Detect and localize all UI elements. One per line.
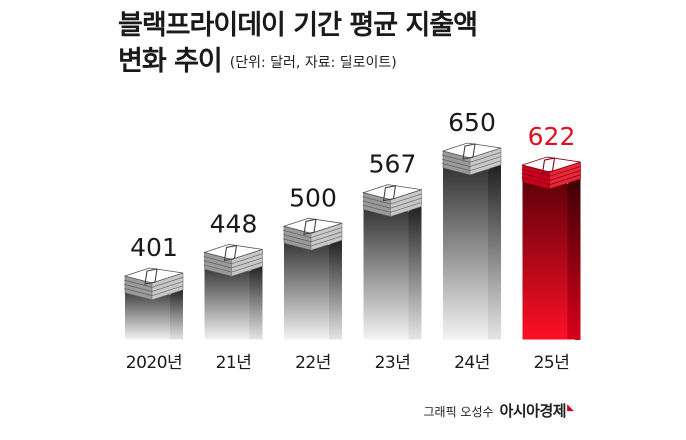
data-label: 401 — [130, 233, 178, 262]
bar-column-front — [522, 175, 568, 340]
title-line-1: 블랙프라이데이 기간 평균 지출액 — [118, 10, 478, 41]
bar-column-side — [408, 203, 422, 340]
unit-source-note: (단위: 달러, 자료: 딜로이트) — [229, 55, 397, 71]
bar-column-side — [567, 175, 581, 340]
data-label: 650 — [448, 108, 496, 137]
category-label: 25년 — [534, 353, 570, 373]
bar-column-front — [443, 161, 488, 340]
bar-column-side — [249, 263, 263, 340]
chart-title: 블랙프라이데이 기간 평균 지출액 변화 추이 (단위: 달러, 자료: 딜로이트… — [118, 8, 478, 81]
bar — [441, 142, 502, 340]
bar-column-front — [284, 237, 329, 340]
bar — [123, 267, 184, 340]
data-label: 500 — [289, 183, 337, 212]
banknote-band — [144, 268, 158, 285]
category-label: 24년 — [454, 353, 490, 373]
brand-name: 아시아경제 — [499, 402, 567, 420]
category-label: 23년 — [375, 353, 411, 373]
category-label: 2020년 — [126, 353, 182, 373]
brand-mark-icon: ◣ — [567, 403, 574, 413]
bar — [521, 156, 581, 340]
bar-column-side — [170, 286, 183, 340]
data-label: 622 — [528, 122, 576, 151]
title-line-2: 변화 추이 (단위: 달러, 자료: 딜로이트) — [118, 44, 477, 81]
banknote-stack-layer — [203, 243, 263, 265]
title-line-2-text: 변화 추이 — [118, 46, 223, 77]
banknote-band — [303, 218, 317, 235]
bar — [203, 243, 263, 340]
data-label: 567 — [369, 150, 417, 179]
banknote-stack-layer — [123, 267, 184, 288]
banknote-band — [223, 244, 238, 262]
banknote-band — [382, 184, 397, 202]
banknote-band — [462, 143, 476, 160]
bar — [362, 184, 422, 340]
banknote-stack-layer — [441, 142, 502, 163]
bar — [282, 217, 343, 340]
bar-column-front — [363, 203, 409, 340]
bar-column-front — [125, 286, 170, 340]
category-label: 22년 — [295, 353, 331, 373]
bar-column-side — [329, 237, 342, 340]
graphic-credit: 그래픽 오성수 아시아경제◣ — [424, 400, 575, 421]
banknote-stack-layer — [362, 184, 422, 205]
bar-column-front — [204, 263, 250, 340]
category-label: 21년 — [216, 353, 252, 373]
banknote-band — [541, 157, 556, 174]
graphic-author: 그래픽 오성수 — [423, 405, 494, 419]
bar-column-side — [488, 161, 501, 340]
data-label: 448 — [210, 209, 258, 238]
